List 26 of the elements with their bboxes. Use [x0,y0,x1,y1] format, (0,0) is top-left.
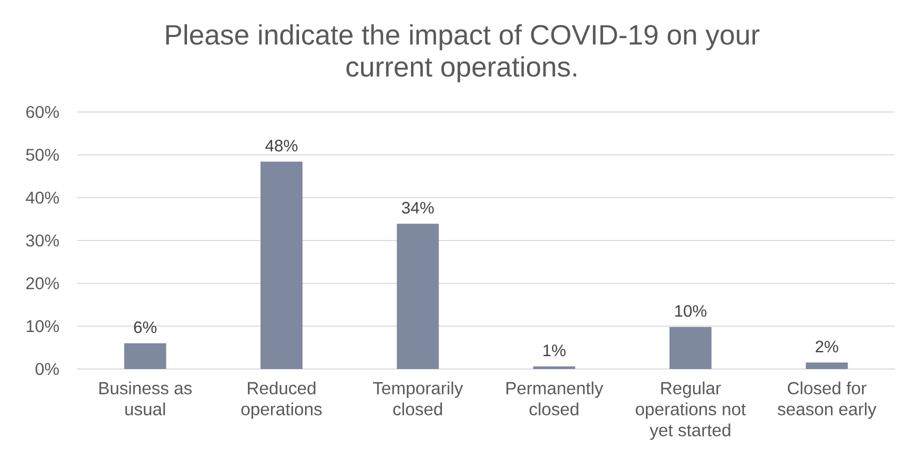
bar [806,362,848,369]
bar [260,162,303,369]
x-tick-label: Temporarily closed [373,382,464,416]
y-tick-label: 0% [36,362,59,376]
y-tick-label: 50% [26,148,59,161]
bar [396,224,439,369]
bar [533,366,576,369]
y-tick-label: 20% [26,277,59,290]
data-label: 34% [402,202,434,214]
y-tick-label: 30% [26,234,59,247]
y-tick-label: 60% [26,106,59,118]
y-tick-label: 40% [26,192,59,204]
data-label: 10% [675,305,706,317]
bar [124,343,166,369]
data-label: 6% [134,321,157,334]
chart-title: Please indicate the impact of COVID-19 on your current operations. [166,24,760,82]
x-tick-label: Reduced operations [241,382,322,419]
bar [670,327,712,369]
data-label: 1% [544,344,566,356]
data-label: 48% [265,140,298,152]
x-tick-label: Closed for season early [778,382,876,419]
x-tick-label: Regular operations not yet started [636,382,746,440]
x-tick-label: Permanently closed [506,382,604,416]
y-tick-label: 10% [26,320,59,332]
data-label: 2% [816,340,838,352]
x-tick-label: Business as usual [99,382,192,416]
